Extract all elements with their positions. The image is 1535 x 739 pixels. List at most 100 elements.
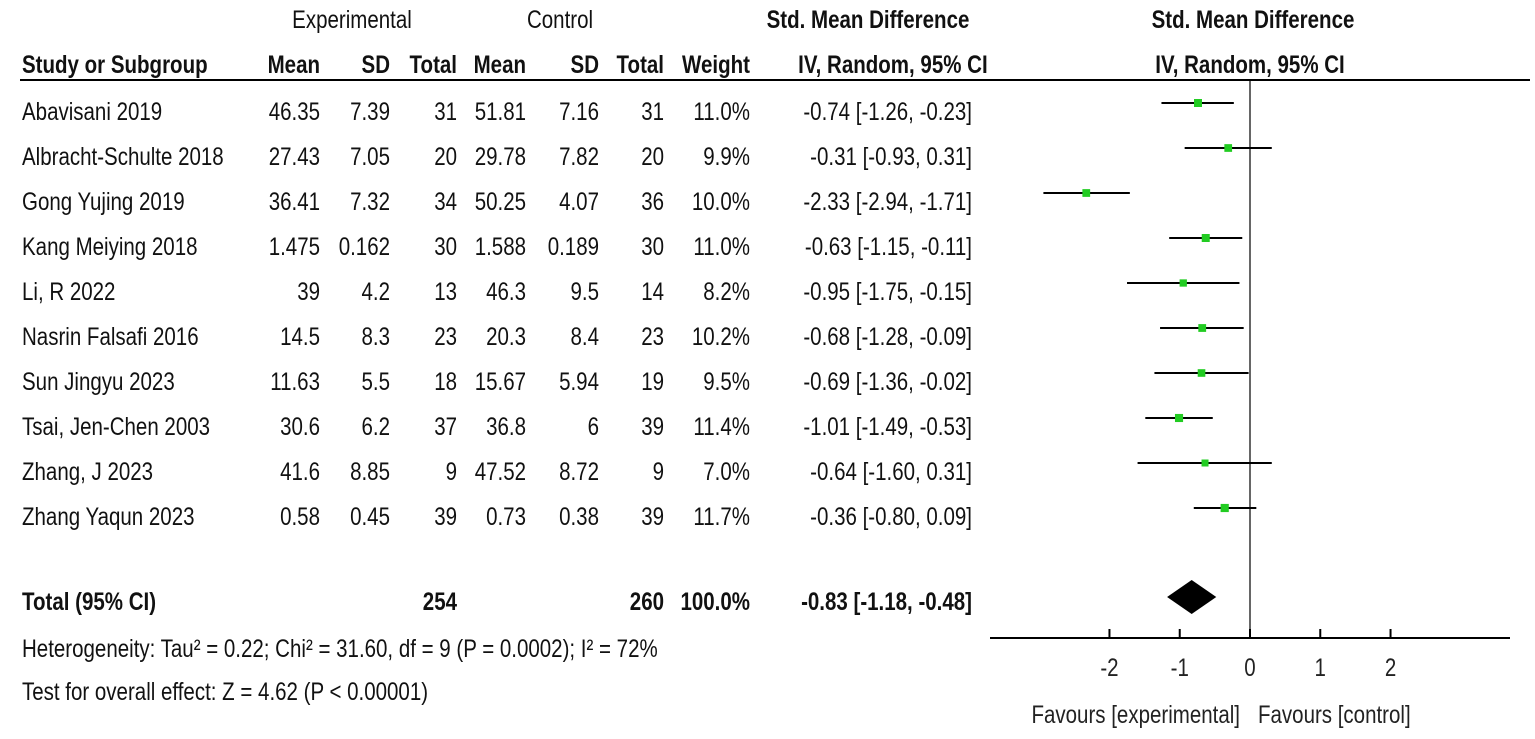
exp-sd-cell: 5.5 <box>361 368 390 396</box>
exp-mean-cell: 0.58 <box>280 503 320 531</box>
point-estimate <box>1174 413 1184 423</box>
exp-mean-cell: 14.5 <box>280 323 320 351</box>
ci-cell: -0.68 [-1.28, -0.09] <box>803 323 972 351</box>
pooled-diamond <box>1167 580 1217 614</box>
ctl-total-cell: 19 <box>641 368 664 396</box>
plot-title: Std. Mean Difference <box>1151 6 1355 34</box>
ctl-total-cell: 9 <box>652 458 664 486</box>
exp-sd-cell: 4.2 <box>361 278 390 306</box>
ci-cell: -0.69 [-1.36, -0.02] <box>803 368 972 396</box>
favours-control-label: Favours [control] <box>1258 700 1411 728</box>
study-name: Nasrin Falsafi 2016 <box>22 323 199 351</box>
ci-method-header: IV, Random, 95% CI <box>798 51 988 79</box>
ci-cell: -0.64 [-1.60, 0.31] <box>810 458 972 486</box>
exp-sd-header: SD <box>361 51 390 79</box>
x-tick-label: 0 <box>1244 653 1255 681</box>
study-name: Sun Jingyu 2023 <box>22 368 175 396</box>
exp-total-cell: 23 <box>434 323 457 351</box>
ctl-mean-cell: 47.52 <box>474 458 526 486</box>
ctl-total-cell: 39 <box>641 413 664 441</box>
ci-cell: -0.95 [-1.75, -0.15] <box>803 278 972 306</box>
x-tick-label: -2 <box>1100 653 1118 681</box>
weight-cell: 11.0% <box>693 98 750 126</box>
ctl-sd-cell: 7.82 <box>559 143 599 171</box>
exp-total-cell: 30 <box>434 233 457 261</box>
exp-sd-cell: 7.05 <box>350 143 390 171</box>
control-group-header: Control <box>526 6 594 34</box>
point-estimate <box>1194 99 1202 107</box>
exp-sd-cell: 7.39 <box>350 98 390 126</box>
ctl-sd-cell: 7.16 <box>559 98 599 126</box>
exp-total-cell: 13 <box>434 278 457 306</box>
total-ctl-n: 260 <box>629 588 664 616</box>
ci-cell: -0.36 [-0.80, 0.09] <box>810 503 972 531</box>
weight-cell: 11.4% <box>693 413 750 441</box>
ci-cell: -0.63 [-1.15, -0.11] <box>804 233 972 261</box>
exp-sd-cell: 7.32 <box>350 188 390 216</box>
point-estimate <box>1082 189 1091 197</box>
ctl-sd-cell: 0.189 <box>547 233 599 261</box>
ctl-sd-cell: 0.38 <box>559 503 599 531</box>
favours-experimental-label: Favours [experimental] <box>1031 700 1240 728</box>
point-estimate <box>1179 279 1187 287</box>
study-name: Kang Meiying 2018 <box>22 233 198 261</box>
ci-cell: -2.33 [-2.94, -1.71] <box>803 188 972 216</box>
exp-total-cell: 18 <box>434 368 457 396</box>
exp-mean-cell: 11.63 <box>270 368 320 396</box>
weight-cell: 9.9% <box>703 143 750 171</box>
ctl-sd-header: SD <box>570 51 599 79</box>
study-name: Zhang, J 2023 <box>22 458 154 486</box>
ctl-mean-cell: 46.3 <box>486 278 526 306</box>
exp-sd-cell: 8.3 <box>361 323 390 351</box>
plot-method-header: IV, Random, 95% CI <box>1155 51 1345 79</box>
total-weight: 100.0% <box>680 588 750 616</box>
exp-mean-cell: 36.41 <box>268 188 320 216</box>
point-estimate <box>1201 459 1209 467</box>
ci-cell: -0.31 [-0.93, 0.31] <box>810 143 972 171</box>
total-exp-n: 254 <box>422 588 457 616</box>
exp-total-header: Total <box>409 51 457 79</box>
x-tick-label: 1 <box>1315 653 1326 681</box>
ctl-mean-cell: 51.81 <box>474 98 526 126</box>
ctl-mean-cell: 29.78 <box>474 143 526 171</box>
ctl-mean-cell: 50.25 <box>474 188 526 216</box>
weight-cell: 11.7% <box>693 503 750 531</box>
study-name: Abavisani 2019 <box>22 98 163 126</box>
ctl-mean-cell: 20.3 <box>486 323 526 351</box>
point-estimate <box>1201 234 1210 242</box>
exp-mean-cell: 46.35 <box>268 98 320 126</box>
total-ci: -0.83 [-1.18, -0.48] <box>801 588 972 616</box>
header-rule <box>20 79 1530 81</box>
ctl-sd-cell: 8.4 <box>570 323 599 351</box>
total-label: Total (95% CI) <box>22 588 157 616</box>
ctl-mean-cell: 36.8 <box>486 413 526 441</box>
exp-sd-cell: 8.85 <box>350 458 390 486</box>
ci-cell: -1.01 [-1.49, -0.53] <box>803 413 972 441</box>
point-estimate <box>1220 503 1229 513</box>
ctl-total-header: Total <box>616 51 664 79</box>
weight-cell: 10.0% <box>691 188 750 216</box>
weight-cell: 8.2% <box>703 278 750 306</box>
ctl-total-cell: 23 <box>641 323 664 351</box>
exp-sd-cell: 6.2 <box>361 413 390 441</box>
ci-cell: -0.74 [-1.26, -0.23] <box>803 98 972 126</box>
exp-total-cell: 20 <box>434 143 457 171</box>
ctl-total-cell: 36 <box>641 188 664 216</box>
exp-mean-header: Mean <box>267 51 320 79</box>
exp-mean-cell: 30.6 <box>280 413 320 441</box>
point-estimate <box>1197 369 1206 377</box>
ctl-sd-cell: 9.5 <box>570 278 599 306</box>
study-name: Albracht-Schulte 2018 <box>22 143 224 171</box>
study-name: Zhang Yaqun 2023 <box>22 503 195 531</box>
point-estimate <box>1198 324 1207 332</box>
exp-total-cell: 31 <box>434 98 457 126</box>
weight-cell: 11.0% <box>693 233 750 261</box>
study-name: Gong Yujing 2019 <box>22 188 185 216</box>
exp-sd-cell: 0.162 <box>338 233 390 261</box>
ctl-total-cell: 30 <box>641 233 664 261</box>
exp-total-cell: 39 <box>434 503 457 531</box>
ctl-sd-cell: 5.94 <box>559 368 599 396</box>
exp-mean-cell: 39 <box>297 278 320 306</box>
exp-mean-cell: 1.475 <box>268 233 320 261</box>
